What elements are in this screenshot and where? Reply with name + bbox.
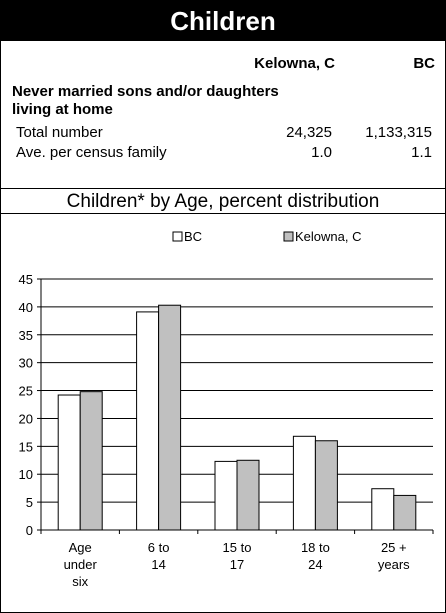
y-tick-label: 10 bbox=[19, 467, 33, 482]
x-tick-label: Age bbox=[69, 540, 92, 555]
y-tick-label: 40 bbox=[19, 300, 33, 315]
x-tick-label: 24 bbox=[308, 557, 322, 572]
legend-swatch-kelowna bbox=[283, 231, 294, 242]
bar-bc bbox=[292, 435, 316, 531]
row-label: Total number bbox=[16, 124, 103, 141]
row-value-kelowna: 24,325 bbox=[286, 124, 332, 141]
legend-label-kelowna: Kelowna, C bbox=[295, 229, 361, 244]
x-tick-label: 17 bbox=[230, 557, 244, 572]
chart-title: Children* by Age, percent distribution bbox=[66, 191, 380, 212]
y-tick-label: 35 bbox=[19, 328, 33, 343]
column-header-kelowna: Kelowna, C bbox=[254, 55, 335, 72]
x-tick-label: 14 bbox=[151, 557, 165, 572]
divider bbox=[1, 213, 445, 214]
y-tick-label: 0 bbox=[26, 523, 33, 538]
x-tick-label: 25 + bbox=[381, 540, 407, 555]
bar-kelowna bbox=[314, 440, 338, 531]
bar-kelowna bbox=[79, 391, 103, 531]
row-value-kelowna: 1.0 bbox=[311, 144, 332, 161]
y-tick-label: 25 bbox=[19, 384, 33, 399]
row-label: Ave. per census family bbox=[16, 144, 167, 161]
table-row: Ave. per census family 1.0 1.1 bbox=[1, 144, 445, 162]
column-header-bc: BC bbox=[413, 55, 435, 72]
page-title: Children bbox=[1, 1, 445, 41]
x-tick-label: 15 to bbox=[223, 540, 252, 555]
bar-bc bbox=[214, 460, 238, 531]
legend-label-bc: BC bbox=[184, 229, 202, 244]
y-tick-label: 5 bbox=[26, 495, 33, 510]
x-tick-label: 6 to bbox=[148, 540, 170, 555]
bar-bc bbox=[371, 488, 395, 531]
bar-kelowna bbox=[158, 304, 182, 531]
table-row: Total number 24,325 1,133,315 bbox=[1, 124, 445, 142]
x-tick-label: years bbox=[378, 557, 410, 572]
x-tick-label: 18 to bbox=[301, 540, 330, 555]
x-tick-label: six bbox=[72, 574, 88, 589]
bar-kelowna bbox=[393, 494, 417, 531]
y-tick-label: 45 bbox=[19, 272, 33, 287]
y-tick-label: 20 bbox=[19, 411, 33, 426]
legend-swatch-bc bbox=[172, 231, 183, 242]
section-title: Never married sons and/or daughters livi… bbox=[12, 83, 279, 118]
bar-kelowna bbox=[236, 459, 260, 531]
row-value-bc: 1.1 bbox=[411, 144, 432, 161]
row-value-bc: 1,133,315 bbox=[365, 124, 432, 141]
bar-bc bbox=[57, 394, 81, 531]
y-tick-label: 15 bbox=[19, 439, 33, 454]
x-tick-label: under bbox=[64, 557, 98, 572]
bar-bc bbox=[136, 311, 160, 531]
y-tick-label: 30 bbox=[19, 356, 33, 371]
divider bbox=[1, 188, 445, 189]
